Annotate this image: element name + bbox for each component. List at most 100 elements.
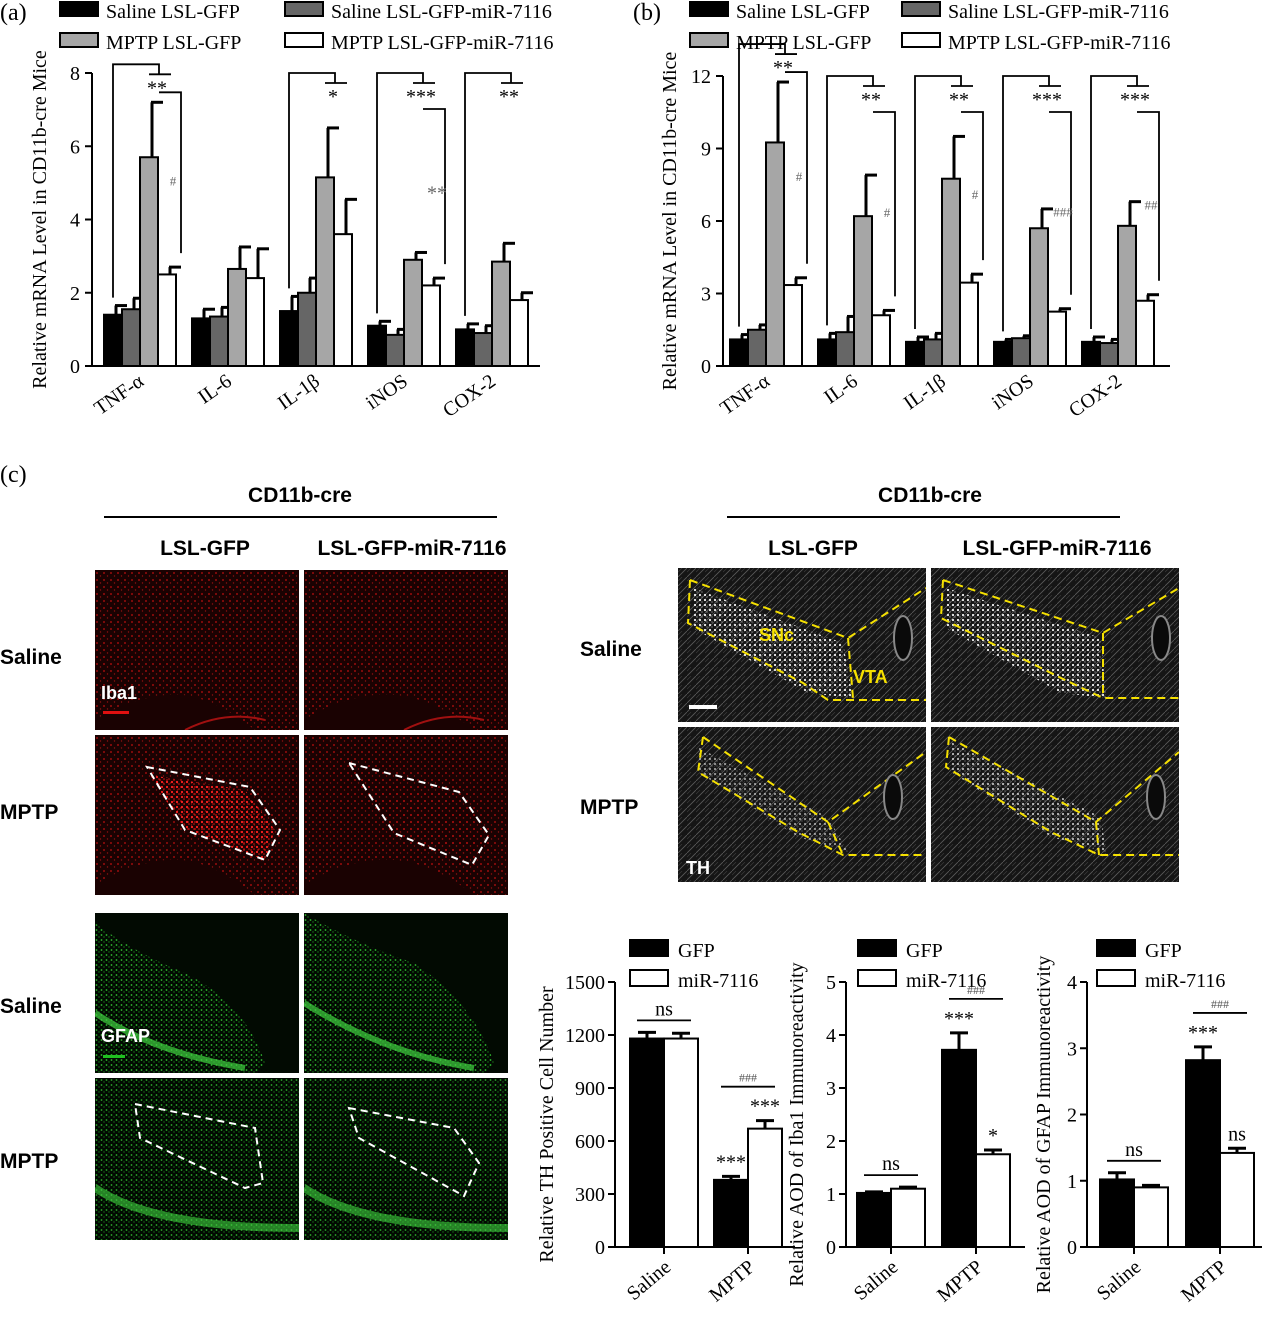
legend-label: miR-7116 — [1145, 970, 1225, 992]
legend-label: miR-7116 — [906, 970, 986, 992]
legend-label: Saline LSL-GFP — [106, 1, 240, 23]
chart-b: 0 3 6 9 12 Relative mRNA Level in CD11b-cre M… — [0, 0, 1265, 465]
legend-label: GFP — [678, 940, 715, 962]
y-axis-label: Relative AOD of Iba1 Immunoreactivity — [786, 962, 808, 1286]
y-tick-label: 8 — [70, 63, 80, 85]
y-axis-label: Relative mRNA Level in CD11b-cre Mice — [659, 52, 681, 391]
significance-mark: # — [170, 174, 177, 189]
y-tick-label: 1200 — [565, 1025, 605, 1047]
significance-bracket — [961, 111, 984, 261]
legend-label: MPTP LSL-GFP-miR-7116 — [948, 32, 1170, 54]
legend-label: Saline LSL-GFP-miR-7116 — [948, 1, 1169, 23]
significance-bracket — [785, 71, 808, 264]
y-tick-label: 6 — [70, 136, 80, 158]
significance-mark: *** — [944, 1008, 974, 1030]
significance-mark: ** — [773, 57, 793, 79]
bar — [783, 284, 803, 367]
y-tick-label: 1 — [826, 1184, 836, 1206]
legend-swatch — [901, 1, 941, 17]
y-axis-label: Relative AOD of GFAP Immunoreactivity — [1033, 956, 1055, 1294]
y-tick-label: 4 — [1067, 972, 1077, 994]
left-header: CD11b-cre — [248, 484, 352, 507]
legend-swatch — [629, 939, 669, 957]
bar — [1133, 1186, 1169, 1248]
iba1-scale-bar — [103, 711, 129, 714]
bar — [713, 1178, 749, 1249]
legend-swatch — [857, 969, 897, 987]
significance-mark: # — [796, 169, 803, 184]
legend-swatch — [59, 1, 99, 17]
gfap-scale-bar — [103, 1055, 125, 1058]
significance-mark: ns — [655, 998, 673, 1020]
significance-mark: *** — [716, 1151, 746, 1173]
th-label: TH — [686, 858, 710, 878]
legend-swatch — [901, 32, 941, 48]
significance-mark: ## — [1145, 197, 1159, 212]
bar — [421, 284, 441, 367]
th-mptp-mir-image — [931, 727, 1179, 882]
bar — [509, 299, 529, 368]
legend-swatch — [1096, 969, 1136, 987]
y-tick-label: 0 — [701, 356, 711, 378]
x-tick-label: MPTP — [1177, 1256, 1231, 1306]
significance-bracket — [826, 75, 885, 326]
gfap-mptp-mir-image — [304, 1078, 508, 1240]
x-tick-label: Saline — [1093, 1256, 1146, 1305]
y-tick-label: 1500 — [565, 972, 605, 994]
right-header: CD11b-cre — [878, 484, 982, 507]
y-tick-label: 4 — [70, 210, 80, 232]
gfap-mptp-gfp-image — [95, 1078, 299, 1240]
significance-mark: ** — [147, 77, 167, 99]
y-tick-label: 900 — [575, 1078, 605, 1100]
y-tick-label: 0 — [826, 1237, 836, 1259]
iba1-label: Iba1 — [101, 683, 138, 703]
bar — [663, 1037, 699, 1248]
y-tick-label: 600 — [575, 1131, 605, 1153]
th-mptp-gfp-image — [678, 727, 926, 882]
significance-mark: * — [328, 86, 338, 108]
bar — [1029, 227, 1049, 367]
row-label-mptp-gfap: MPTP — [0, 1150, 59, 1173]
significance-bracket — [914, 75, 973, 329]
snc-label: SNc — [759, 625, 795, 645]
y-tick-label: 0 — [70, 356, 80, 378]
iba1-mptp-mir-image — [304, 735, 508, 895]
bar — [1219, 1151, 1255, 1249]
significance-bracket — [112, 63, 171, 298]
iba1-saline-mir-image — [304, 570, 508, 730]
significance-bracket — [1049, 111, 1072, 295]
chart-a: 0 2 4 6 8 Relative mRNA Level in CD11b-cre Mi… — [0, 0, 630, 465]
bar — [747, 1127, 783, 1248]
legend-swatch — [284, 32, 324, 48]
significance-mark: *** — [1032, 89, 1062, 111]
significance-mark: ns — [1125, 1139, 1143, 1161]
significance-mark: ns — [1228, 1123, 1246, 1145]
significance-bracket — [738, 43, 797, 327]
legend-swatch — [689, 32, 729, 48]
significance-bracket — [423, 108, 446, 265]
left-col-lsl-gfp: LSL-GFP — [160, 537, 250, 560]
iba1-mptp-gfp-image — [95, 735, 299, 895]
legend-swatch — [59, 32, 99, 48]
bar — [629, 1037, 665, 1248]
legend-swatch — [689, 1, 729, 17]
bar — [139, 156, 159, 367]
legend-label: miR-7116 — [678, 970, 758, 992]
significance-mark: ns — [882, 1153, 900, 1175]
vta-label: VTA — [853, 667, 888, 687]
legend-label: GFP — [906, 940, 943, 962]
legend-label: GFP — [1145, 940, 1182, 962]
significance-mark: ** — [499, 86, 519, 108]
panel-label-b: (b) — [633, 0, 661, 26]
bar — [765, 141, 785, 367]
th-saline-mir-image — [931, 568, 1179, 722]
significance-mark: ### — [967, 983, 985, 997]
y-axis-label: Relative mRNA Level in CD11b-cre Mice — [29, 50, 51, 389]
bar — [157, 273, 177, 367]
legend-label: MPTP LSL-GFP — [736, 32, 871, 54]
left-header-line — [104, 516, 497, 518]
y-tick-label: 0 — [595, 1237, 605, 1259]
legend-swatch — [857, 939, 897, 957]
